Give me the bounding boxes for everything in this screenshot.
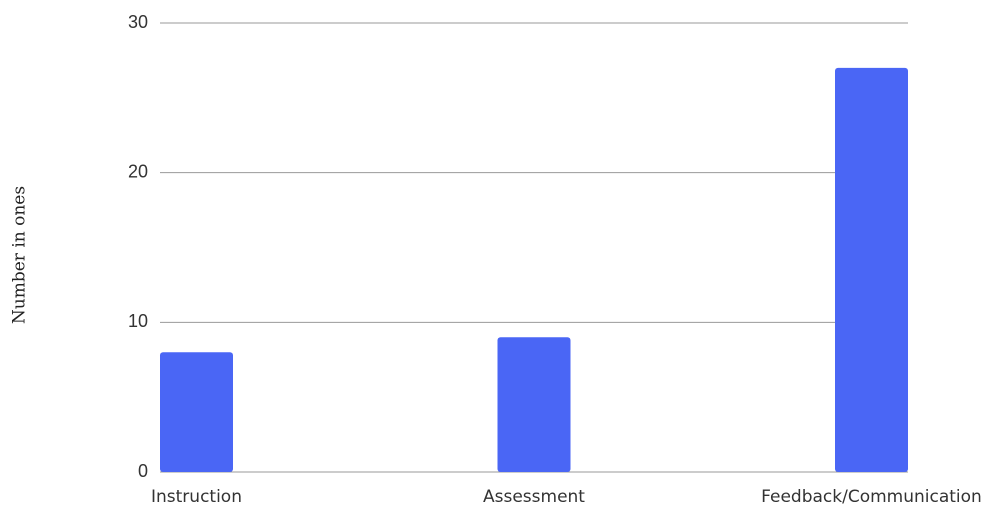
y-tick-label: 0 [138, 461, 148, 481]
y-tick-label: 10 [128, 311, 148, 331]
bar [497, 337, 571, 472]
y-axis-label: Number in ones [10, 186, 30, 324]
x-tick-label: Feedback/Communication [761, 487, 982, 507]
x-tick-label: Assessment [483, 487, 585, 507]
bar [835, 67, 908, 473]
bar [160, 352, 233, 472]
x-tick-label: Instruction [151, 487, 242, 507]
y-tick-label: 30 [128, 12, 148, 32]
y-tick-label: 20 [128, 161, 148, 181]
